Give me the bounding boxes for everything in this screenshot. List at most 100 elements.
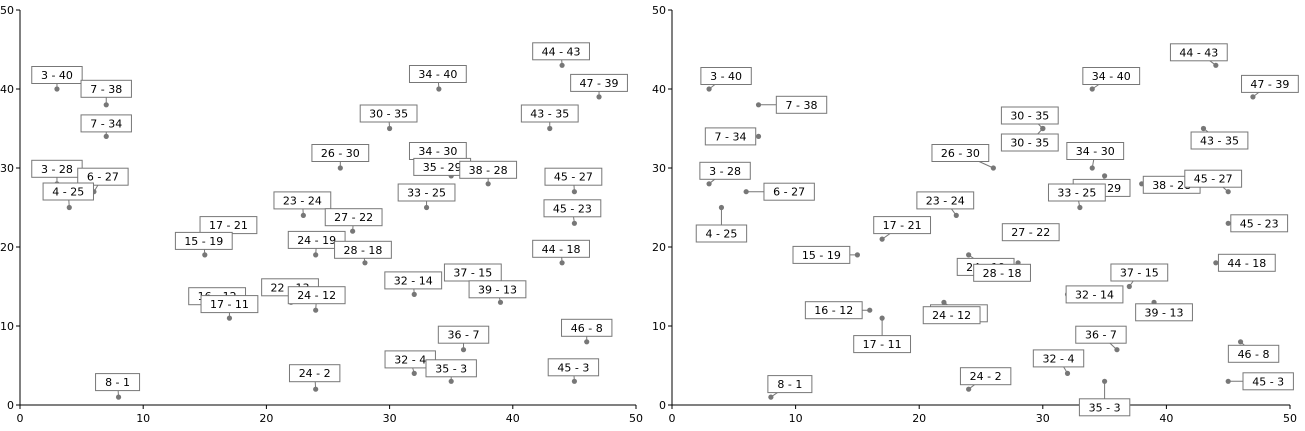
scatter-point bbox=[571, 189, 578, 195]
point-label: 17 - 11 bbox=[853, 335, 912, 354]
y-tick-label: 50 bbox=[652, 4, 666, 17]
point-label-text: 32 - 4 bbox=[1043, 352, 1075, 365]
point-label-box bbox=[520, 104, 579, 123]
scatter-point bbox=[103, 102, 109, 108]
point-label-box bbox=[468, 280, 527, 299]
scatter-point bbox=[1102, 378, 1108, 384]
point-label: 16 - 12 bbox=[804, 301, 863, 320]
scatter-point bbox=[1213, 260, 1219, 266]
point-label-box bbox=[570, 73, 628, 92]
scatter-point bbox=[584, 339, 590, 345]
y-tick-label: 30 bbox=[652, 162, 666, 175]
point-label-text: 23 - 24 bbox=[283, 194, 322, 207]
scatter-point bbox=[423, 204, 430, 211]
point-label-box bbox=[1065, 285, 1124, 304]
point-label-box bbox=[287, 286, 346, 305]
scatter-point bbox=[1064, 370, 1071, 376]
point-label-text: 45 - 3 bbox=[1252, 375, 1284, 388]
point-label: 8 - 1 bbox=[767, 375, 813, 394]
scatter-point bbox=[350, 228, 356, 234]
scatter-point bbox=[879, 236, 885, 242]
point-label-text: 36 - 7 bbox=[1085, 329, 1117, 342]
point-label: 3 - 40 bbox=[700, 67, 752, 85]
point-label-text: 44 - 43 bbox=[542, 45, 581, 58]
point-label-box bbox=[334, 240, 392, 259]
point-label-text: 32 - 14 bbox=[1075, 288, 1114, 301]
point-label-text: 23 - 24 bbox=[926, 194, 965, 207]
point-label-text: 6 - 27 bbox=[87, 171, 119, 184]
point-label-text: 46 - 8 bbox=[1238, 348, 1270, 361]
scatter-point bbox=[436, 86, 442, 92]
point-label-box bbox=[273, 191, 332, 210]
point-label: 35 - 3 bbox=[425, 359, 477, 378]
point-label: 4 - 25 bbox=[695, 224, 748, 243]
point-label-text: 45 - 3 bbox=[557, 361, 589, 374]
point-label-box bbox=[1066, 142, 1125, 160]
point-label-box bbox=[288, 364, 341, 383]
point-label-text: 4 - 25 bbox=[52, 186, 84, 199]
point-label: 7 - 34 bbox=[80, 114, 132, 133]
point-label-box bbox=[931, 144, 990, 162]
point-label-text: 35 - 3 bbox=[435, 362, 467, 375]
scatter-point bbox=[990, 165, 996, 171]
point-label: 23 - 24 bbox=[916, 191, 975, 210]
scatter-point bbox=[953, 212, 959, 218]
point-label-text: 7 - 38 bbox=[90, 83, 122, 96]
point-label-text: 47 - 39 bbox=[580, 77, 619, 90]
point-label-box bbox=[1001, 223, 1060, 242]
point-label: 34 - 40 bbox=[1082, 67, 1141, 85]
scatter-point bbox=[448, 378, 454, 384]
point-label-text: 8 - 1 bbox=[105, 376, 130, 389]
point-label: 47 - 39 bbox=[570, 73, 628, 92]
point-label: 24 - 2 bbox=[959, 367, 1012, 386]
point-label: 7 - 38 bbox=[775, 95, 828, 114]
point-label: 30 - 35 bbox=[359, 104, 418, 123]
point-label-text: 24 - 12 bbox=[297, 289, 336, 302]
point-label-box bbox=[31, 66, 83, 84]
point-label: 17 - 21 bbox=[873, 216, 932, 235]
y-tick-label: 40 bbox=[652, 83, 666, 96]
scatter-point bbox=[706, 86, 712, 92]
point-label-box bbox=[1082, 67, 1141, 85]
point-label: 38 - 28 bbox=[459, 160, 518, 179]
scatter-point bbox=[706, 181, 712, 187]
point-label: 37 - 15 bbox=[1110, 263, 1169, 282]
scatter-point bbox=[1077, 204, 1083, 211]
scatter-point bbox=[941, 299, 947, 305]
scatter-point bbox=[337, 165, 343, 171]
point-label-text: 36 - 7 bbox=[448, 329, 480, 342]
scatter-point bbox=[54, 86, 60, 92]
point-label: 7 - 34 bbox=[704, 127, 757, 146]
point-label-text: 46 - 8 bbox=[571, 322, 603, 335]
point-label-box bbox=[853, 335, 912, 354]
scatter-point bbox=[202, 252, 208, 258]
point-label: 3 - 28 bbox=[699, 161, 751, 180]
point-label-box bbox=[532, 239, 590, 258]
point-label-box bbox=[695, 224, 748, 243]
point-label-box bbox=[1169, 43, 1228, 62]
scatter-point bbox=[1225, 220, 1231, 226]
x-tick-label: 0 bbox=[17, 412, 24, 425]
scatter-point bbox=[1200, 125, 1207, 132]
point-label-box bbox=[973, 263, 1031, 282]
point-label-text: 35 - 29 bbox=[423, 161, 462, 174]
y-tick-label: 10 bbox=[0, 320, 14, 333]
point-label-text: 33 - 25 bbox=[1057, 187, 1096, 200]
point-label-text: 16 - 12 bbox=[814, 304, 853, 317]
y-tick-label: 0 bbox=[659, 399, 666, 412]
point-label-box bbox=[174, 231, 233, 250]
point-label-text: 38 - 28 bbox=[469, 164, 508, 177]
scatter-point bbox=[362, 260, 368, 266]
point-label-text: 6 - 27 bbox=[773, 186, 805, 199]
point-label: 44 - 18 bbox=[1217, 253, 1276, 272]
scatter-point bbox=[755, 133, 762, 139]
point-label-text: 27 - 22 bbox=[1011, 226, 1050, 239]
scatter-point bbox=[966, 252, 972, 258]
scatter-point bbox=[966, 386, 972, 392]
point-label-box bbox=[544, 167, 603, 186]
point-label: 33 - 25 bbox=[1047, 183, 1106, 202]
point-label-text: 45 - 27 bbox=[1194, 173, 1233, 186]
point-label-text: 3 - 40 bbox=[710, 70, 742, 83]
